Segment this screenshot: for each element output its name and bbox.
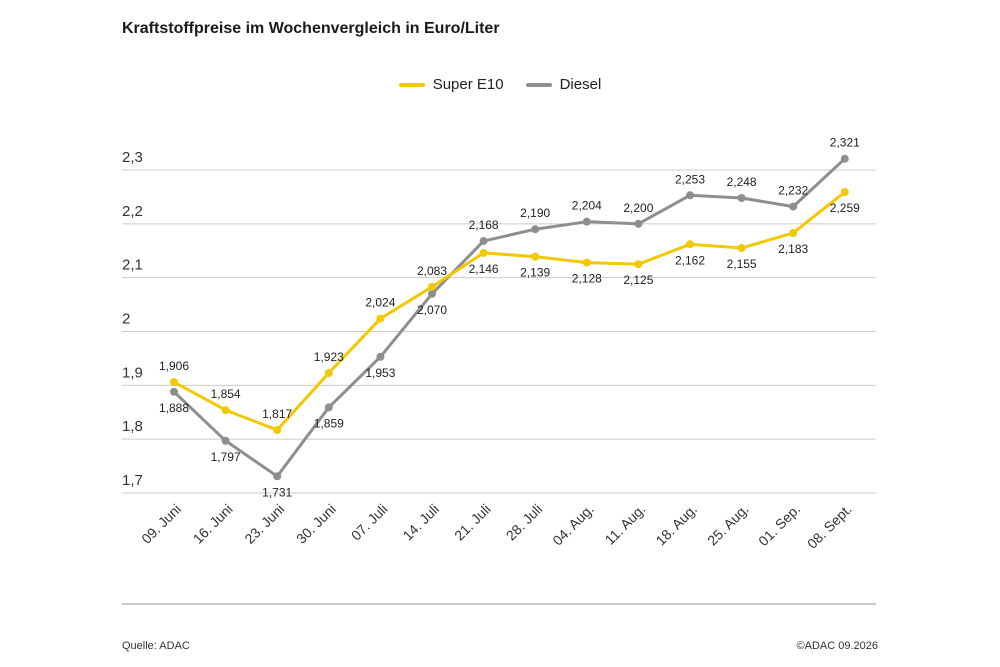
- data-label-super-e10: 2,083: [417, 264, 447, 278]
- x-tick-label: 18. Aug.: [652, 501, 700, 549]
- data-point-super-e10: [428, 282, 436, 291]
- data-point-diesel: [273, 472, 282, 481]
- data-point-diesel: [634, 219, 643, 228]
- data-point-diesel: [324, 403, 333, 412]
- data-label-super-e10: 1,923: [314, 350, 344, 364]
- data-point-diesel: [479, 237, 488, 246]
- data-label-diesel: 1,888: [159, 401, 189, 415]
- data-label-diesel: 2,232: [778, 184, 808, 198]
- data-label-diesel: 1,731: [262, 485, 292, 499]
- data-point-super-e10: [479, 248, 488, 257]
- y-tick-label: 1,9: [122, 364, 143, 381]
- data-point-diesel: [840, 154, 849, 163]
- data-point-super-e10: [170, 378, 178, 387]
- data-label-super-e10: 2,155: [727, 257, 757, 271]
- data-point-super-e10: [634, 260, 643, 269]
- data-label-diesel: 2,204: [572, 199, 602, 213]
- data-label-diesel: 2,321: [830, 136, 860, 150]
- x-tick-label: 11. Aug.: [602, 501, 649, 548]
- data-point-super-e10: [686, 240, 694, 249]
- data-label-super-e10: 2,162: [675, 253, 705, 267]
- x-tick-label: 28. Juli: [503, 501, 546, 544]
- x-tick-label: 16. Juni: [190, 501, 236, 547]
- data-label-super-e10: 1,817: [262, 407, 292, 421]
- data-label-diesel: 2,200: [623, 201, 653, 215]
- source-note: Quelle: ADAC: [122, 640, 190, 652]
- x-tick-label: 23. Juni: [241, 501, 287, 547]
- y-tick-label: 1,8: [122, 418, 143, 435]
- data-label-diesel: 1,859: [314, 416, 344, 430]
- data-label-diesel: 2,070: [417, 303, 447, 317]
- series-line-diesel: [172, 157, 847, 478]
- x-tick-label: 01. Sep.: [755, 501, 803, 549]
- legend-label-super-e10: Super E10: [432, 76, 504, 93]
- data-label-diesel: 2,253: [675, 172, 705, 186]
- data-label-super-e10: 2,024: [365, 296, 395, 310]
- x-tick-label: 21. Juli: [451, 501, 494, 544]
- data-point-super-e10: [737, 244, 746, 253]
- data-point-super-e10: [840, 188, 849, 197]
- data-point-super-e10: [376, 314, 385, 323]
- x-tick-label: 04. Aug.: [549, 501, 597, 549]
- y-tick-label: 2,1: [122, 257, 143, 274]
- data-point-super-e10: [221, 406, 230, 415]
- data-point-super-e10: [582, 258, 591, 267]
- data-label-super-e10: 1,854: [211, 387, 241, 401]
- legend-label-diesel: Diesel: [559, 76, 602, 93]
- data-point-diesel: [531, 225, 540, 234]
- data-label-super-e10: 2,139: [520, 266, 550, 280]
- series-line-super-e10: [172, 190, 847, 432]
- chart-legend: Super E10 Diesel: [0, 76, 1000, 93]
- data-point-diesel: [170, 387, 178, 396]
- data-point-diesel: [221, 436, 230, 445]
- data-point-diesel: [428, 289, 436, 298]
- data-label-diesel: 2,190: [520, 206, 550, 220]
- x-tick-label: 07. Juli: [348, 501, 391, 544]
- x-tick-label: 08. Sept.: [804, 501, 855, 552]
- legend-item-super-e10: Super E10: [398, 76, 504, 93]
- data-label-diesel: 2,248: [727, 175, 757, 189]
- data-label-super-e10: 2,259: [830, 201, 860, 215]
- data-point-diesel: [737, 193, 746, 202]
- y-tick-label: 2,3: [122, 149, 143, 166]
- y-tick-label: 2,2: [122, 203, 143, 220]
- x-tick-label: 30. Juni: [293, 501, 339, 547]
- data-point-super-e10: [789, 228, 798, 237]
- copyright-note: ©ADAC 09.2026: [796, 640, 879, 652]
- chart-title: Kraftstoffpreise im Wochenvergleich in E…: [122, 20, 500, 37]
- legend-item-diesel: Diesel: [525, 76, 602, 93]
- x-tick-label: 14. Juli: [399, 501, 442, 544]
- legend-swatch-diesel: [525, 82, 552, 87]
- legend-swatch-super-e10: [398, 82, 425, 87]
- y-tick-label: 2: [122, 311, 130, 328]
- data-label-super-e10: 2,128: [572, 272, 602, 286]
- data-label-super-e10: 2,183: [778, 242, 808, 256]
- data-point-diesel: [376, 352, 385, 361]
- x-tick-label: 25. Aug.: [704, 501, 752, 549]
- data-point-diesel: [789, 202, 798, 211]
- data-point-super-e10: [273, 426, 282, 435]
- data-point-super-e10: [324, 368, 333, 377]
- data-point-super-e10: [531, 252, 540, 261]
- x-tick-label: 09. Juni: [138, 501, 184, 547]
- data-label-super-e10: 1,906: [159, 359, 189, 373]
- data-point-diesel: [582, 217, 591, 226]
- data-label-diesel: 2,168: [469, 218, 499, 232]
- data-label-super-e10: 2,125: [623, 273, 653, 287]
- data-label-diesel: 1,797: [211, 450, 241, 464]
- y-tick-label: 1,7: [122, 472, 143, 489]
- data-label-super-e10: 2,146: [469, 262, 499, 276]
- data-point-diesel: [686, 191, 694, 200]
- data-label-diesel: 1,953: [365, 366, 395, 380]
